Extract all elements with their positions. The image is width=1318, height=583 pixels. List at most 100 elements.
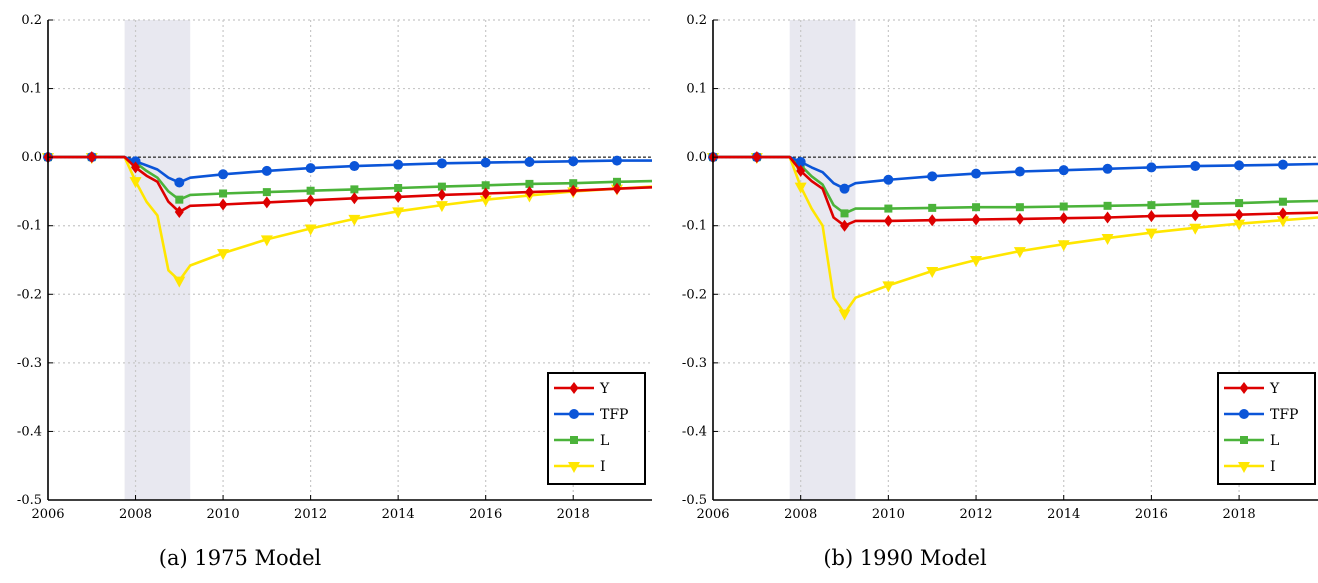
data-point-l [928, 203, 937, 212]
data-point-tfp [971, 168, 982, 179]
x-tick-label: 2016 [1135, 507, 1168, 522]
panel-caption: (a) 1975 Model [159, 546, 322, 570]
data-point-y [927, 214, 937, 227]
x-tick-label: 2012 [294, 507, 327, 522]
y-tick-label: 0.0 [686, 150, 707, 165]
y-tick-label: -0.3 [682, 356, 707, 371]
y-tick-label: -0.4 [682, 424, 707, 439]
data-point-y [524, 186, 534, 199]
x-tick-label: 2008 [119, 507, 152, 522]
data-point-y [131, 161, 141, 174]
x-tick-label: 2012 [959, 507, 992, 522]
legend-label-i: I [600, 459, 606, 475]
x-tick-label: 2014 [1047, 507, 1080, 522]
data-point-tfp [393, 159, 404, 170]
data-point-l [1103, 201, 1112, 210]
data-point-i [838, 309, 851, 321]
data-point-y [218, 198, 228, 211]
chart-panel-2: 2006 2008 2010 2012 2014 2016 2018 0.2 0.1 0.0 -0.… [682, 13, 1318, 570]
legend-marker-i [568, 462, 580, 473]
legend-marker-i [1238, 462, 1250, 473]
legend-label-l: L [600, 433, 609, 449]
data-point-l [1015, 203, 1024, 212]
data-point-y [1234, 208, 1244, 221]
data-point-i [260, 235, 273, 247]
data-point-tfp [839, 183, 850, 194]
data-point-tfp [568, 156, 579, 167]
data-point-y [87, 151, 97, 164]
data-point-tfp [1058, 165, 1069, 176]
legend-label-y: Y [599, 381, 610, 397]
data-point-y [481, 187, 491, 200]
data-point-tfp [524, 156, 535, 167]
legend-label-i: I [1270, 459, 1276, 475]
legend-label-tfp: TFP [600, 407, 628, 423]
legend: Y TFP LI [1217, 372, 1316, 485]
data-point-i [1233, 219, 1246, 231]
y-tick-label: -0.1 [682, 219, 707, 234]
legend-box [1217, 372, 1316, 485]
data-point-tfp [883, 174, 894, 185]
y-tick-label: -0.5 [682, 493, 707, 508]
data-point-tfp [1146, 162, 1157, 173]
data-point-l [219, 189, 228, 198]
data-point-y [612, 182, 622, 195]
data-point-tfp [611, 155, 622, 166]
data-point-l [884, 204, 893, 213]
legend: Y TFP LI [547, 372, 646, 485]
data-point-i [304, 224, 317, 236]
data-point-y [971, 213, 981, 226]
data-point-l [1235, 199, 1244, 208]
x-tick-label: 2018 [557, 507, 590, 522]
legend-label-y: Y [1269, 381, 1280, 397]
data-point-tfp [1234, 160, 1245, 171]
data-point-l [306, 186, 315, 195]
data-point-i [1013, 247, 1026, 259]
data-point-tfp [1190, 161, 1201, 172]
y-tick-label: 0.2 [21, 13, 42, 28]
data-point-y [306, 194, 316, 207]
data-point-l [1191, 199, 1200, 208]
data-point-y [1103, 211, 1113, 224]
data-point-l [569, 179, 578, 188]
x-tick-label: 2018 [1223, 507, 1256, 522]
data-point-y [1146, 210, 1156, 223]
data-point-i [348, 214, 361, 226]
panel-caption: (b) 1990 Model [823, 546, 987, 570]
x-tick-label: 2008 [784, 507, 817, 522]
data-point-l [1147, 201, 1156, 210]
data-point-tfp [436, 158, 447, 169]
data-point-l [394, 184, 403, 192]
data-point-tfp [349, 161, 360, 172]
recession-shading [789, 20, 856, 500]
legend-box [547, 372, 646, 485]
x-tick-label: 2006 [31, 507, 64, 522]
legend-marker-y [1239, 382, 1249, 394]
data-point-l [175, 195, 184, 204]
data-point-l [840, 209, 849, 218]
data-point-y [752, 151, 762, 164]
data-point-i [882, 281, 895, 293]
data-point-y [174, 206, 184, 218]
x-tick-label: 2010 [207, 507, 240, 522]
data-point-i [173, 276, 186, 288]
data-point-tfp [1102, 163, 1113, 174]
data-point-l [1278, 197, 1287, 206]
data-point-y [840, 219, 850, 232]
data-point-y [1059, 212, 1069, 225]
data-point-tfp [218, 169, 229, 180]
data-point-i [129, 177, 142, 189]
data-point-i [1057, 240, 1070, 252]
chart-panel-1: 2006 2008 2010 2012 2014 2016 2018 0.2 0.1 0.0 -0.… [17, 13, 653, 570]
recession-shading [124, 20, 191, 500]
data-point-l [481, 181, 490, 190]
data-point-l [262, 188, 271, 197]
data-point-tfp [1277, 159, 1288, 170]
legend-marker-l [570, 436, 578, 444]
y-tick-label: 0.0 [21, 150, 42, 165]
data-point-i [1101, 234, 1114, 246]
data-point-tfp [174, 177, 185, 188]
y-tick-label: -0.3 [17, 356, 42, 371]
